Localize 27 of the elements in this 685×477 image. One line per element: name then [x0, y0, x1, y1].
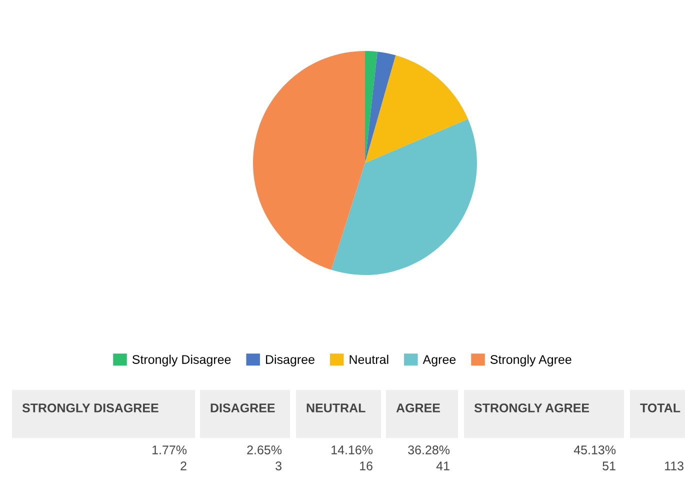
legend-label: Neutral: [350, 354, 388, 364]
text: DISAGREE: [210, 404, 275, 412]
text: NEUTRAL: [306, 404, 366, 412]
pie-slice: [253, 51, 365, 270]
text: AGREE: [396, 404, 440, 412]
pie-slice: [365, 51, 378, 163]
pie-slice: [365, 52, 396, 163]
text: 2.65%: [247, 446, 282, 454]
text: 1.77%: [152, 446, 187, 454]
pie-slice: [331, 119, 477, 275]
text: 113: [665, 462, 684, 470]
text: 51: [602, 462, 616, 470]
text: STRONGLY AGREE: [474, 404, 590, 412]
text: 3: [276, 462, 282, 470]
legend-label: Agree: [422, 355, 456, 366]
legend-label: Strongly Disagree: [132, 354, 231, 366]
text: 16: [360, 462, 372, 470]
text: 2: [180, 462, 186, 470]
text: 45.13%: [574, 446, 616, 454]
text: 14.16%: [332, 446, 373, 454]
legend-label: Disagree: [266, 354, 314, 366]
legend-label: Strongly Agree: [490, 354, 572, 366]
text: TOTAL: [640, 404, 680, 412]
text: 36.28%: [408, 446, 450, 454]
pie-slice: [365, 55, 468, 163]
text: 41: [436, 462, 450, 470]
text: STRONGLY DISAGREE: [22, 404, 158, 412]
